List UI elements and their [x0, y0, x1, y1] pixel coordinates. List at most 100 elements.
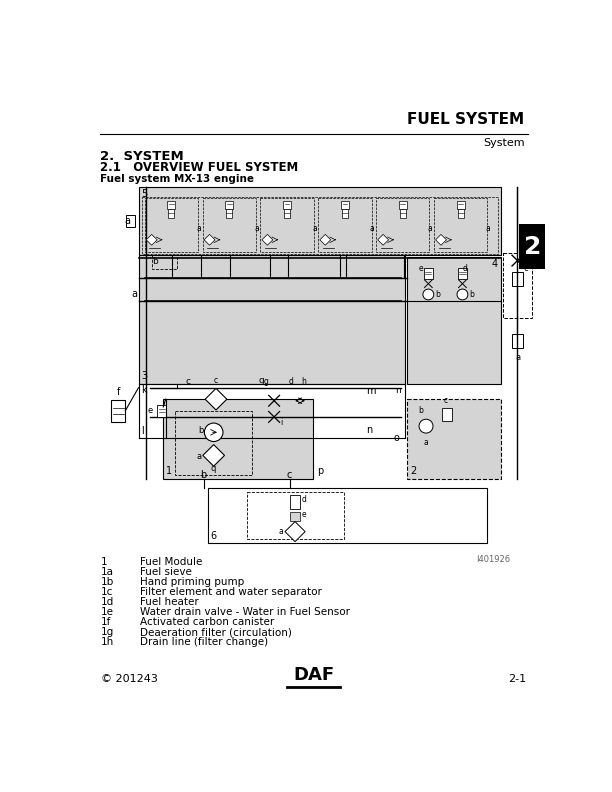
Text: m: m: [367, 386, 376, 396]
Circle shape: [457, 289, 468, 300]
Text: e: e: [147, 406, 152, 415]
Polygon shape: [436, 234, 446, 246]
Bar: [424, 268, 433, 279]
Text: b: b: [435, 290, 440, 299]
Bar: [168, 209, 174, 219]
Text: a: a: [278, 527, 283, 536]
Circle shape: [204, 423, 223, 442]
Bar: [376, 198, 430, 252]
Text: 2.  SYSTEM: 2. SYSTEM: [100, 150, 184, 163]
Bar: [111, 400, 125, 421]
Text: System: System: [483, 138, 524, 148]
Text: 1: 1: [166, 466, 172, 476]
Bar: [226, 209, 233, 219]
Text: © 201243: © 201243: [102, 674, 158, 684]
Circle shape: [423, 289, 434, 300]
Text: a: a: [486, 224, 490, 233]
Polygon shape: [262, 234, 273, 246]
Bar: [208, 488, 487, 543]
Text: g: g: [264, 377, 269, 386]
Polygon shape: [146, 234, 157, 246]
Text: DAF: DAF: [293, 666, 334, 684]
Text: 4: 4: [491, 259, 498, 269]
Bar: [342, 209, 348, 219]
Text: o: o: [393, 433, 399, 444]
Bar: [138, 188, 501, 255]
Text: b: b: [152, 257, 158, 266]
Polygon shape: [378, 234, 389, 246]
Text: 5: 5: [141, 189, 147, 199]
Bar: [400, 209, 406, 219]
Bar: [138, 255, 405, 384]
Text: 1c: 1c: [102, 587, 114, 597]
Bar: [399, 200, 406, 209]
Bar: [157, 405, 166, 417]
Text: a: a: [428, 224, 433, 233]
Text: Fuel Module: Fuel Module: [140, 557, 203, 567]
Text: e: e: [301, 510, 306, 520]
Bar: [283, 200, 291, 209]
Text: FUEL SYSTEM: FUEL SYSTEM: [408, 112, 524, 128]
Bar: [284, 209, 290, 219]
Bar: [406, 399, 501, 478]
Text: n: n: [367, 425, 373, 436]
Bar: [441, 409, 452, 421]
Text: 2: 2: [411, 466, 417, 476]
Bar: [247, 492, 344, 539]
Text: Fuel heater: Fuel heater: [140, 597, 199, 607]
Bar: [519, 224, 545, 269]
Text: k: k: [141, 386, 146, 395]
Text: b: b: [418, 406, 423, 414]
Text: 1g: 1g: [102, 627, 114, 637]
Text: a: a: [196, 452, 201, 462]
Text: a: a: [370, 224, 375, 233]
Bar: [434, 198, 487, 252]
Text: 1h: 1h: [102, 637, 114, 647]
Text: d: d: [301, 495, 306, 504]
Bar: [163, 399, 313, 478]
Bar: [152, 255, 177, 269]
Text: 1f: 1f: [102, 617, 111, 627]
Text: Water drain valve - Water in Fuel Sensor: Water drain valve - Water in Fuel Sensor: [140, 607, 350, 617]
Bar: [168, 200, 175, 209]
Text: 2.1   OVERVIEW FUEL SYSTEM: 2.1 OVERVIEW FUEL SYSTEM: [100, 162, 298, 174]
Bar: [318, 198, 371, 252]
Bar: [502, 253, 532, 318]
Bar: [225, 200, 233, 209]
Text: c: c: [524, 265, 528, 273]
Bar: [289, 512, 300, 521]
Text: Fuel sieve: Fuel sieve: [140, 567, 192, 577]
Text: a: a: [312, 224, 317, 233]
Text: l: l: [141, 426, 144, 436]
Bar: [406, 257, 501, 384]
Text: c: c: [287, 470, 293, 480]
Text: Hand priming pump: Hand priming pump: [140, 577, 244, 587]
Bar: [175, 411, 252, 474]
Text: e: e: [419, 265, 424, 273]
Polygon shape: [320, 234, 330, 246]
Text: a: a: [131, 289, 137, 299]
Bar: [289, 495, 300, 508]
Text: d: d: [462, 265, 467, 273]
Text: f: f: [117, 386, 120, 397]
Text: q: q: [211, 464, 217, 473]
Bar: [458, 268, 467, 279]
Text: Filter element and water separator: Filter element and water separator: [140, 587, 322, 597]
Text: g: g: [259, 376, 264, 386]
Polygon shape: [205, 388, 227, 410]
Text: p: p: [317, 466, 323, 476]
Text: Activated carbon canister: Activated carbon canister: [140, 617, 274, 627]
Text: d: d: [289, 377, 294, 386]
Text: 1d: 1d: [102, 597, 114, 607]
Text: c: c: [443, 396, 447, 406]
Text: b: b: [198, 426, 204, 436]
Text: b: b: [469, 290, 474, 299]
Text: a: a: [424, 438, 428, 447]
Text: Drain line (filter change): Drain line (filter change): [140, 637, 268, 647]
Text: Fuel system MX-13 engine: Fuel system MX-13 engine: [100, 173, 254, 184]
Text: a: a: [516, 353, 521, 362]
Polygon shape: [285, 522, 305, 542]
Bar: [261, 198, 314, 252]
Text: 6: 6: [211, 531, 217, 541]
Text: a: a: [196, 224, 201, 233]
